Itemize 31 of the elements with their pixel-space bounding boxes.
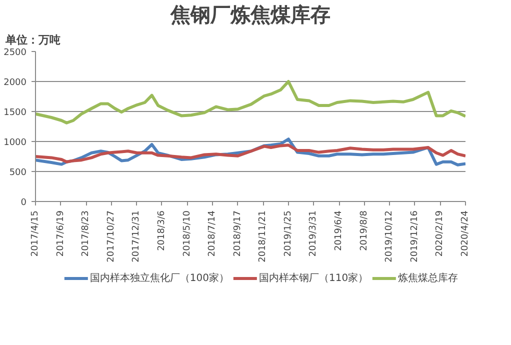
- legend-label: 国内样本钢厂（110家）: [259, 272, 368, 285]
- x-tick-label: 2017/4/15: [30, 210, 40, 257]
- text: 单位：万吨: [4, 34, 60, 46]
- y-tick-label: 2000: [4, 78, 27, 88]
- x-tick-label: 2018/7/14: [208, 210, 218, 257]
- x-tick-label: 2017/6/19: [56, 210, 66, 257]
- y-tick-label: 2500: [4, 48, 27, 58]
- x-tick-label: 2017/10/27: [106, 210, 116, 262]
- y-tick-label: 1500: [4, 108, 27, 118]
- x-tick-label: 2019/1/25: [283, 210, 294, 257]
- x-tick-label: 2019/12/16: [410, 210, 420, 262]
- chart-title: 焦钢厂炼焦煤库存: [170, 2, 330, 26]
- x-tick-label: 2018/3/6: [156, 210, 167, 251]
- x-tick-label: 2018/5/10: [182, 210, 192, 257]
- legend-label: 炼焦煤总库存: [398, 272, 458, 285]
- y-tick-label: 1000: [4, 138, 27, 148]
- x-tick-label: 2020/4/24: [460, 210, 470, 257]
- x-tick-label: 2017/12/31: [132, 210, 142, 262]
- line-series: [36, 144, 466, 164]
- x-tick-label: 2018/9/17: [232, 210, 243, 257]
- line-series: [36, 80, 466, 124]
- x-tick-label: 2018/11/21: [258, 210, 268, 262]
- y-tick-label: 500: [9, 168, 27, 178]
- legend-label: 国内样本独立焦化厂（100家）: [90, 272, 229, 285]
- y-tick-label: 0: [20, 198, 27, 208]
- x-tick-label: 2019/3/31: [308, 210, 319, 257]
- x-tick-label: 2019/6/4: [334, 210, 344, 251]
- x-tick-label: 2020/2/19: [435, 210, 446, 257]
- x-tick-label: 2019/8/8: [359, 210, 370, 251]
- x-tick-label: 2019/10/12: [384, 210, 395, 262]
- x-tick-label: 2017/8/23: [81, 210, 92, 257]
